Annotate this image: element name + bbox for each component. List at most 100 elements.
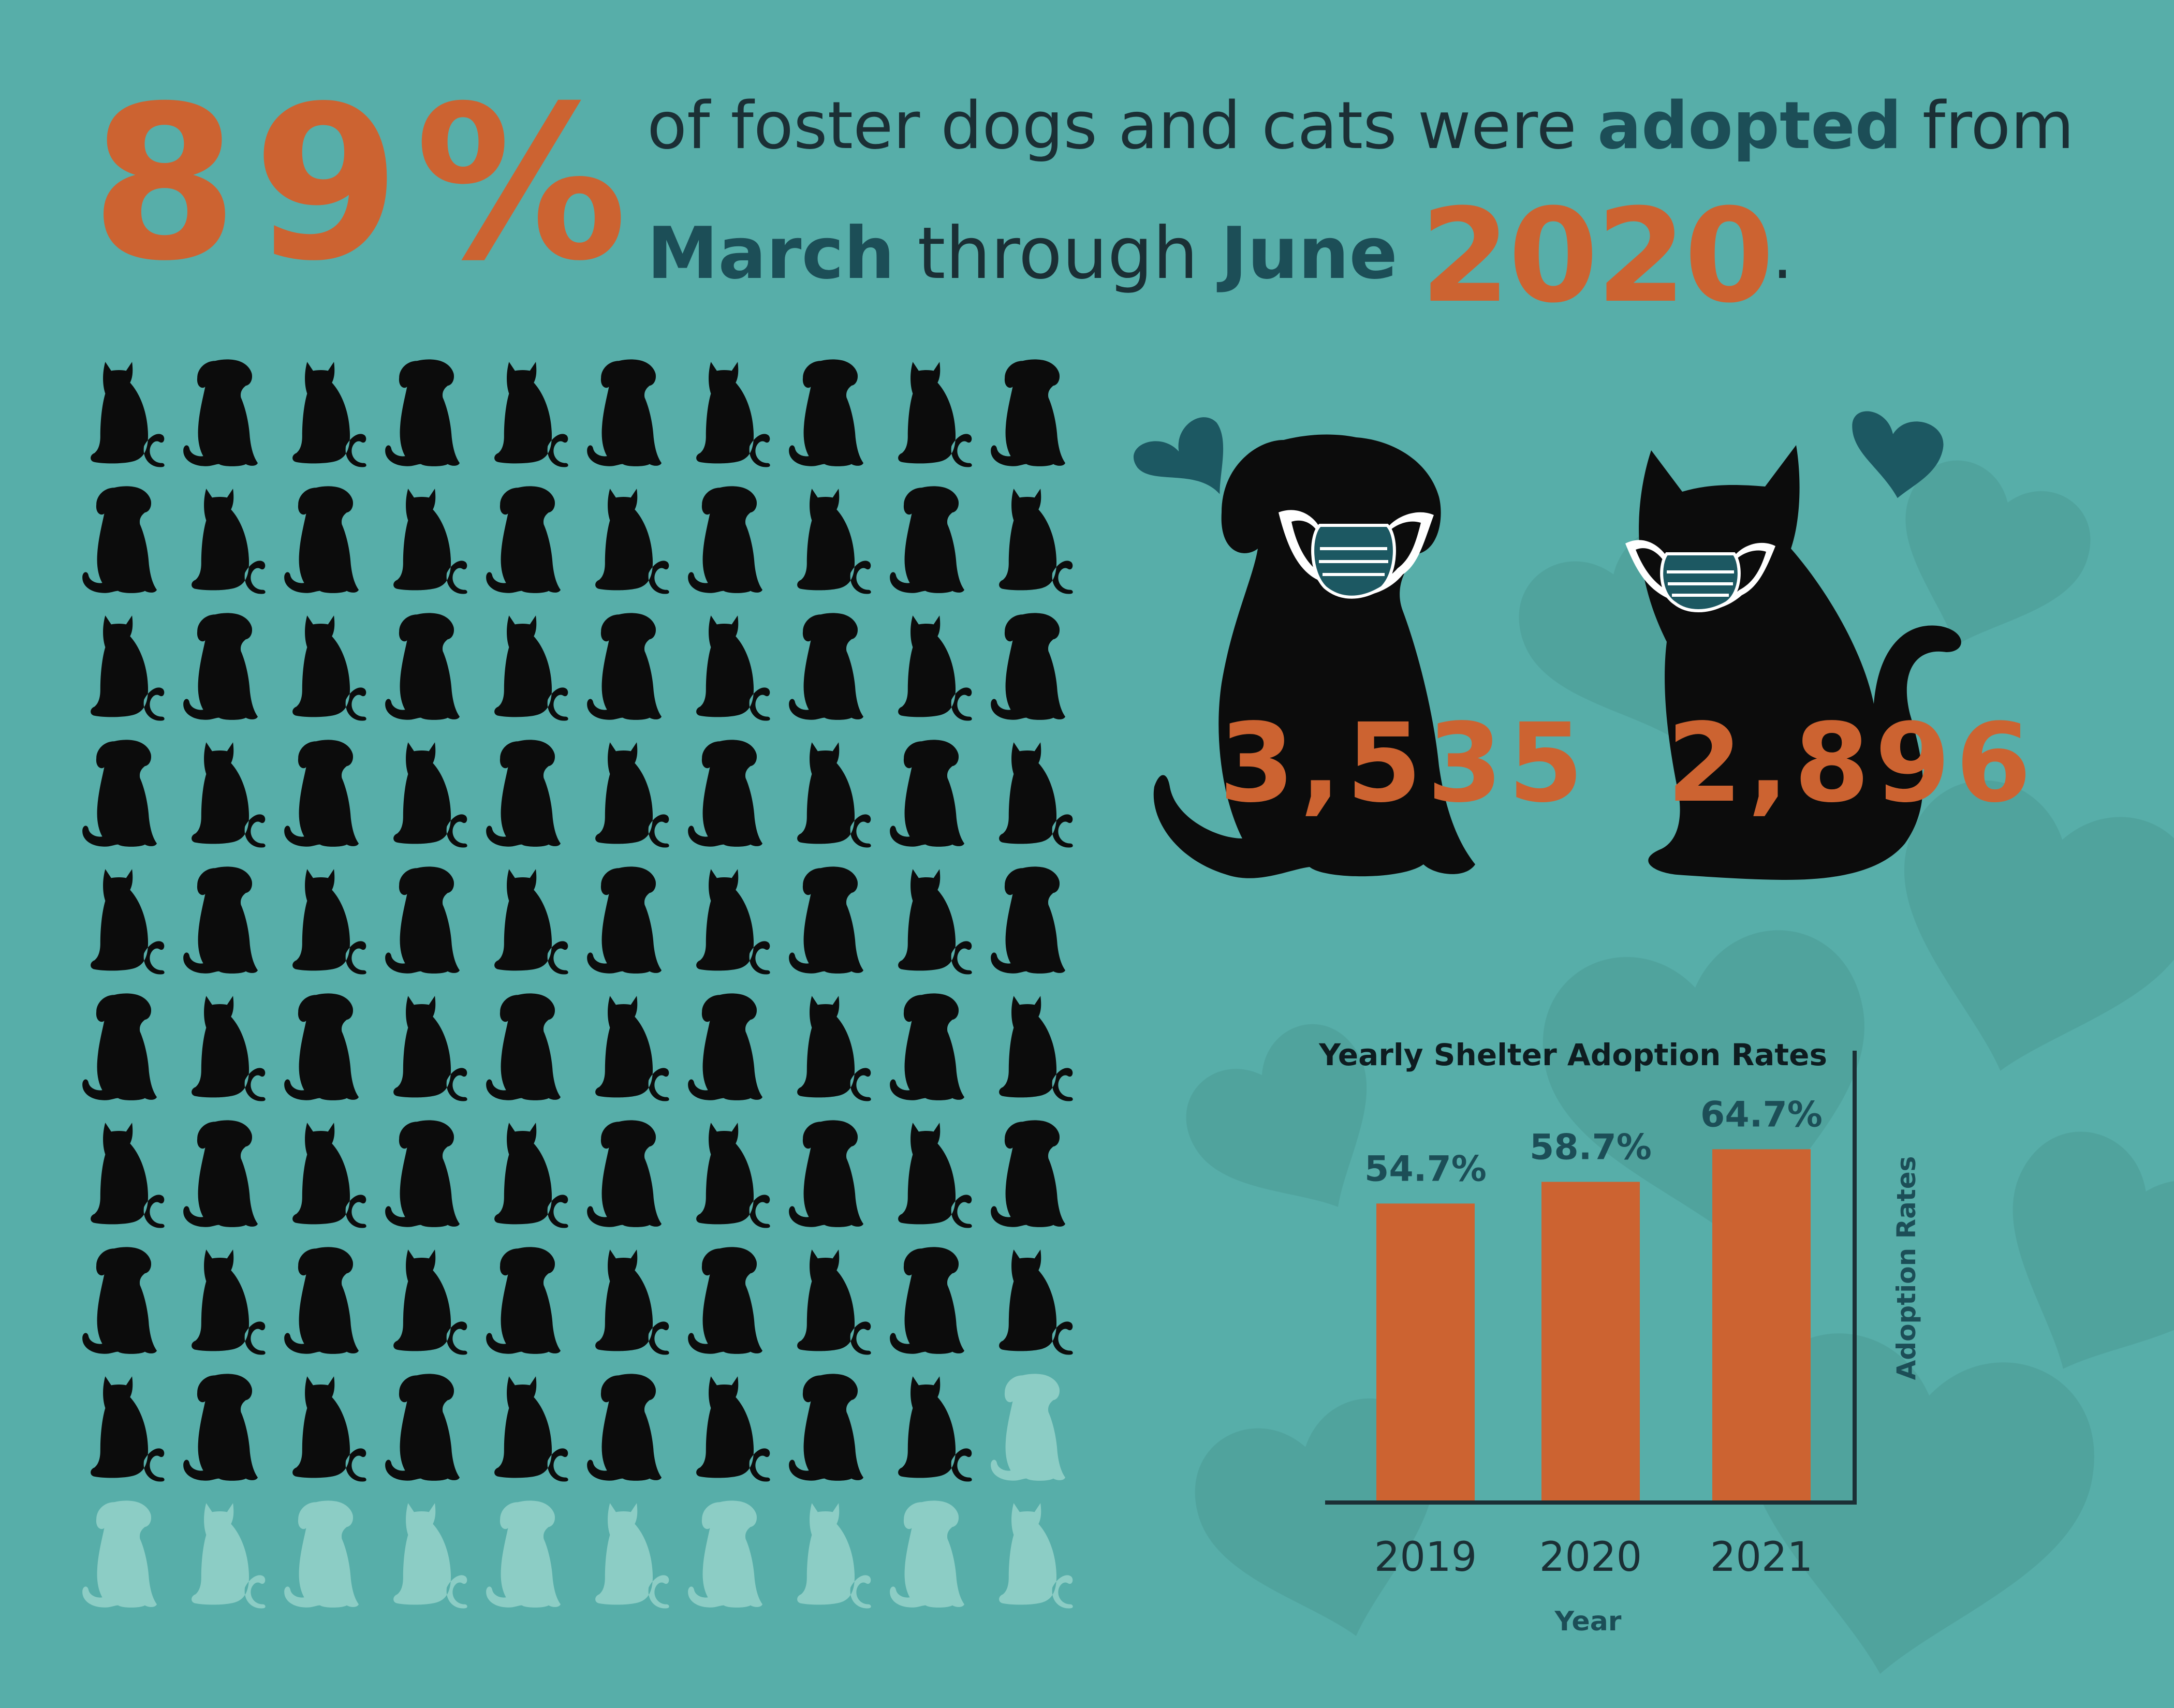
- dog-icon: [274, 986, 373, 1105]
- cat-icon: [779, 479, 877, 598]
- dog-icon: [375, 1113, 474, 1232]
- dog-icon: [173, 1113, 272, 1232]
- bar-2019: [1376, 1203, 1475, 1500]
- cat-icon: [274, 1366, 373, 1485]
- data-label-2021: 64.7%: [1700, 1094, 1823, 1135]
- cat-face-mask-icon: [1625, 540, 1775, 612]
- cat-icon: [779, 732, 877, 851]
- cat-icon: [981, 986, 1079, 1105]
- cat-icon: [577, 479, 675, 598]
- dog-icon: [476, 479, 575, 598]
- dog-icon: [72, 732, 171, 851]
- dog-icon: [779, 1113, 877, 1232]
- dog-icon: [678, 1493, 776, 1612]
- bar-2021: [1712, 1149, 1811, 1500]
- cat-icon: [577, 1240, 675, 1359]
- cat-icon: [880, 1113, 978, 1232]
- masked-pets-illustration: [1134, 411, 1961, 880]
- cat-icon: [274, 859, 373, 978]
- dog-icon: [779, 352, 877, 471]
- cat-icon: [375, 479, 474, 598]
- cat-icon: [173, 986, 272, 1105]
- x-tick-label-2021: 2021: [1710, 1534, 1813, 1581]
- bar-2020: [1541, 1182, 1640, 1500]
- cat-icon: [72, 1113, 171, 1232]
- cat-icon: [981, 732, 1079, 851]
- heart-icon-right: [1852, 411, 1944, 498]
- dog-adoption-count: 3,535: [1219, 700, 1589, 827]
- dog-icon: [981, 352, 1079, 471]
- cat-icon: [72, 352, 171, 471]
- x-axis-label: Year: [1554, 1606, 1622, 1637]
- headline-line1-post: from: [1901, 87, 2075, 164]
- dog-icon: [577, 1113, 675, 1232]
- dog-icon: [72, 1493, 171, 1612]
- cat-icon: [779, 1240, 877, 1359]
- dog-icon: [880, 986, 978, 1105]
- cat-icon: [72, 606, 171, 725]
- cat-icon: [476, 1113, 575, 1232]
- dog-icon: [981, 1366, 1079, 1485]
- headline-through: through: [894, 212, 1221, 295]
- dog-icon: [880, 1240, 978, 1359]
- x-tick-label-2020: 2020: [1539, 1534, 1642, 1581]
- cat-icon: [173, 1493, 272, 1612]
- dog-icon: [779, 606, 877, 725]
- dog-icon: [173, 1366, 272, 1485]
- dog-icon: [476, 732, 575, 851]
- headline-line2: March through June 2020.: [647, 192, 1793, 321]
- headline-month-end: June: [1221, 212, 1398, 295]
- cat-icon: [678, 606, 776, 725]
- dog-icon: [274, 1493, 373, 1612]
- dog-icon: [476, 986, 575, 1105]
- headline-line1-pre: of foster dogs and cats were: [647, 87, 1597, 164]
- headline-adopted: adopted: [1597, 87, 1902, 164]
- dog-icon: [981, 606, 1079, 725]
- dog-icon: [476, 1493, 575, 1612]
- dog-icon: [173, 606, 272, 725]
- dog-icon: [375, 1366, 474, 1485]
- cat-icon: [274, 606, 373, 725]
- data-label-2019: 54.7%: [1364, 1149, 1487, 1189]
- dog-icon: [274, 732, 373, 851]
- dog-icon: [880, 479, 978, 598]
- dog-icon: [577, 606, 675, 725]
- dog-icon: [476, 1240, 575, 1359]
- headline-year: 2020: [1420, 181, 1774, 331]
- chart-title: Yearly Shelter Adoption Rates: [1318, 1037, 1827, 1072]
- cat-icon: [173, 479, 272, 598]
- cat-icon: [173, 732, 272, 851]
- dog-icon: [577, 352, 675, 471]
- dog-icon: [880, 1493, 978, 1612]
- cat-icon: [577, 732, 675, 851]
- dog-icon: [72, 1240, 171, 1359]
- masked-cat-icon: [1625, 445, 1961, 880]
- dog-icon: [274, 1240, 373, 1359]
- face-mask-icon: [1279, 510, 1434, 599]
- cat-icon: [476, 859, 575, 978]
- dog-icon: [678, 986, 776, 1105]
- dog-icon: [981, 1113, 1079, 1232]
- dog-icon: [375, 352, 474, 471]
- dog-icon: [779, 1366, 877, 1485]
- dog-icon: [678, 1240, 776, 1359]
- dog-icon: [173, 859, 272, 978]
- cat-icon: [981, 1240, 1079, 1359]
- cat-icon: [880, 859, 978, 978]
- cat-icon: [880, 1366, 978, 1485]
- cat-icon: [375, 1240, 474, 1359]
- cat-icon: [274, 1113, 373, 1232]
- cat-icon: [880, 352, 978, 471]
- dog-icon: [678, 479, 776, 598]
- cat-icon: [375, 732, 474, 851]
- cat-icon: [577, 1493, 675, 1612]
- cat-icon: [678, 1366, 776, 1485]
- dog-icon: [72, 479, 171, 598]
- dog-icon: [375, 859, 474, 978]
- y-axis-label: Adoption Rates: [1891, 1156, 1921, 1380]
- headline-month-start: March: [647, 212, 895, 295]
- cat-icon: [577, 986, 675, 1105]
- dog-icon: [678, 732, 776, 851]
- cat-icon: [476, 606, 575, 725]
- cat-icon: [173, 1240, 272, 1359]
